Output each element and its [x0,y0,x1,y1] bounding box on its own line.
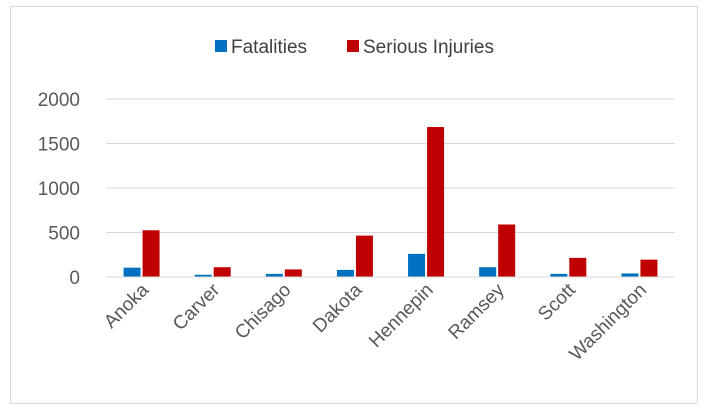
serious-injuries-bar-ramsey [498,224,516,277]
fatalities-bar-ramsey [479,267,497,277]
fatalities-bar-anoka [123,267,141,277]
fatalities-bar-carver [194,274,212,277]
x-tick-label: Carver [169,279,225,335]
chart-frame [10,6,698,404]
y-tick-label: 2000 [38,90,80,111]
legend: Fatalities Serious Injuries [215,37,494,58]
legend-label: Fatalities [231,37,307,58]
y-tick-label: 1000 [38,179,80,200]
bars [123,127,658,277]
x-tick-label: Anoka [100,279,153,332]
x-tick-label: Scott [534,279,580,325]
y-tick-label: 1500 [38,135,80,156]
serious-injuries-bar-chisago [284,269,302,277]
fatalities-bar-chisago [265,273,283,277]
fatalities-bar-scott [550,273,568,277]
fatalities-bar-hennepin [408,253,426,277]
serious-injuries-bar-scott [569,257,587,277]
serious-injuries-bar-carver [213,267,231,277]
serious-injuries-bar-hennepin [427,127,445,277]
gridlines [106,98,675,278]
serious-injuries-bar-dakota [355,235,373,277]
x-tick-label: Washington [566,280,651,365]
legend-label: Serious Injuries [363,37,494,58]
legend-swatch [347,40,359,52]
fatalities-bar-washington [621,273,639,277]
y-tick-label: 500 [48,224,80,245]
y-tick-label: 0 [69,268,80,289]
x-tick-label: Ramsey [445,279,509,343]
fatalities-bar-dakota [336,269,354,277]
x-tick-label: Hennepin [365,280,437,352]
legend-swatch [215,40,227,52]
y-axis: 0 500 1000 1500 2000 [38,90,80,289]
x-tick-label: Dakota [309,279,367,337]
serious-injuries-bar-washington [640,259,658,277]
x-tick-label: Chisago [231,280,295,344]
serious-injuries-bar-anoka [142,230,160,277]
